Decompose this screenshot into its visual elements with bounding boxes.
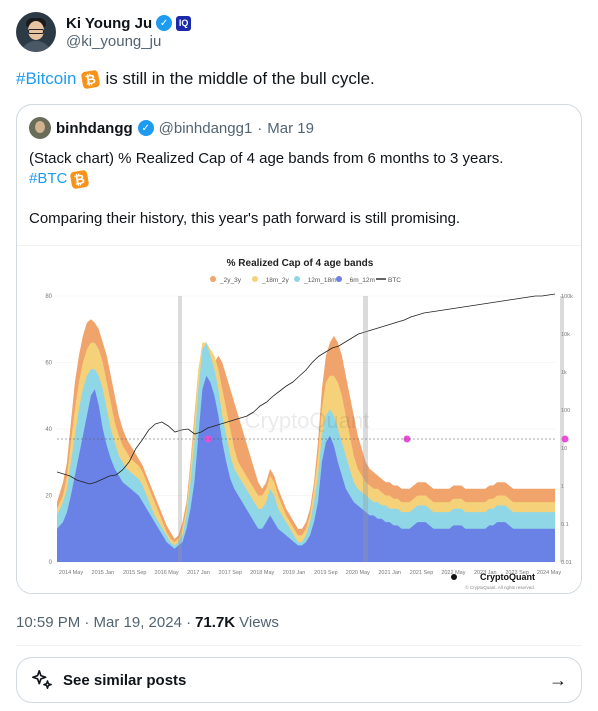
legend-swatch bbox=[294, 276, 300, 282]
x-tick-label: 2015 Jan bbox=[92, 570, 115, 576]
y2-tick-label: 10k bbox=[561, 332, 570, 338]
x-tick-label: 2023 Sep bbox=[505, 570, 529, 576]
realized-cap-chart: % Realized Cap of 4 age bands _2y_3y _18m_… bbox=[45, 258, 573, 590]
x-tick-label: 2018 May bbox=[250, 570, 274, 576]
bitcoin-emoji-icon: ₿ bbox=[69, 169, 90, 189]
see-similar-label: See similar posts bbox=[63, 671, 187, 689]
quoted-line-3: Comparing their history, this year's pat… bbox=[29, 210, 461, 227]
y-tick-label: 40 bbox=[45, 427, 52, 433]
quoted-author-avatar[interactable] bbox=[29, 117, 51, 139]
btc-hashtag-link[interactable]: #BTC bbox=[29, 170, 68, 187]
tweet-text: #Bitcoin ₿ is still in the middle of the… bbox=[16, 68, 375, 90]
legend-label: _2y_3y bbox=[219, 277, 242, 284]
y2-tick-label: 1k bbox=[561, 370, 567, 376]
x-tick-label: 2021 Jan bbox=[378, 570, 401, 576]
copyright: © CryptoQuant. All rights reserved. bbox=[465, 584, 535, 590]
view-count: 71.7K bbox=[195, 614, 236, 631]
x-tick-label: 2019 Sep bbox=[314, 570, 338, 576]
separator-dot: · bbox=[257, 119, 263, 137]
marker-dot bbox=[561, 435, 569, 443]
arrow-right-icon: → bbox=[549, 669, 567, 690]
tweet-body: is still in the middle of the bull cycle… bbox=[105, 69, 375, 88]
quoted-line-1: (Stack chart) % Realized Cap of 4 age ba… bbox=[29, 150, 504, 167]
legend-swatch bbox=[252, 276, 258, 282]
marker-dot bbox=[403, 435, 411, 443]
sparkle-icon bbox=[31, 669, 53, 691]
highlight-band bbox=[178, 296, 182, 562]
legend-label: BTC bbox=[388, 277, 401, 284]
legend-swatch bbox=[210, 276, 216, 282]
y2-tick-label: 1 bbox=[561, 484, 564, 490]
tweet-author[interactable]: Ki Young Ju ✓ IQ @ki_young_ju bbox=[16, 10, 192, 54]
x-tick-label: 2021 Sep bbox=[410, 570, 434, 576]
author-name[interactable]: Ki Young Ju bbox=[66, 14, 153, 32]
x-tick-label: 2024 May bbox=[537, 570, 561, 576]
author-avatar[interactable] bbox=[16, 12, 56, 52]
x-tick-label: 2014 May bbox=[59, 570, 83, 576]
divider bbox=[16, 645, 582, 646]
legend-swatch bbox=[336, 276, 342, 282]
timestamp[interactable]: 10:59 PM · Mar 19, 2024 · bbox=[16, 614, 192, 631]
quoted-text: (Stack chart) % Realized Cap of 4 age ba… bbox=[29, 149, 569, 229]
legend-label: _12m_18m bbox=[303, 277, 337, 284]
highlight-band bbox=[363, 296, 368, 562]
y-tick-label: 20 bbox=[45, 494, 52, 500]
y-tick-label: 0 bbox=[49, 560, 53, 566]
x-tick-label: 2020 May bbox=[346, 570, 370, 576]
quoted-tweet-card[interactable]: binhdangg ✓ @binhdangg1 · Mar 19 (Stack … bbox=[16, 104, 582, 594]
quoted-author-handle[interactable]: @binhdangg1 bbox=[158, 119, 253, 137]
marker-dot bbox=[204, 435, 212, 443]
y2-tick-label: 0.01 bbox=[561, 560, 572, 566]
legend-label: _6m_12m bbox=[345, 277, 375, 284]
x-tick-label: 2015 Sep bbox=[123, 570, 147, 576]
legend-label: _18m_2y bbox=[261, 277, 289, 284]
quoted-author-name[interactable]: binhdangg bbox=[56, 119, 133, 137]
y2-tick-label: 100 bbox=[561, 408, 570, 414]
brand-logo-icon bbox=[451, 574, 457, 580]
verified-icon: ✓ bbox=[137, 120, 154, 136]
btc-price-line bbox=[56, 293, 556, 485]
verified-icon: ✓ bbox=[156, 15, 173, 31]
x-tick-label: 2017 Sep bbox=[219, 570, 243, 576]
chart-title: % Realized Cap of 4 age bands bbox=[227, 258, 374, 269]
area-series-18m_2y bbox=[57, 342, 555, 562]
tweet-meta: 10:59 PM · Mar 19, 2024 · 71.7K Views bbox=[16, 614, 279, 631]
x-tick-label: 2022 May bbox=[441, 570, 465, 576]
y2-tick-label: 0.1 bbox=[561, 522, 569, 528]
x-tick-label: 2017 Jan bbox=[187, 570, 210, 576]
author-handle[interactable]: @ki_young_ju bbox=[66, 32, 162, 50]
quoted-date[interactable]: Mar 19 bbox=[267, 119, 314, 137]
affiliate-badge-icon[interactable]: IQ bbox=[176, 15, 192, 31]
y-tick-label: 80 bbox=[45, 294, 52, 300]
y2-tick-label: 10 bbox=[561, 446, 567, 452]
hashtag-link[interactable]: #Bitcoin bbox=[16, 69, 77, 88]
y-tick-label: 60 bbox=[45, 361, 52, 367]
brand-label: CryptoQuant bbox=[480, 572, 535, 582]
chart-image[interactable]: % Realized Cap of 4 age bands _2y_3y _18m_… bbox=[17, 245, 581, 593]
see-similar-posts-button[interactable]: See similar posts → bbox=[16, 657, 582, 703]
bitcoin-emoji-icon: ₿ bbox=[81, 69, 101, 89]
watermark: CryptoQuant bbox=[245, 408, 370, 433]
views-label: Views bbox=[239, 614, 279, 631]
area-series-6m_12m bbox=[57, 375, 555, 562]
y2-tick-label: 100k bbox=[561, 294, 573, 300]
x-tick-label: 2016 May bbox=[155, 570, 179, 576]
x-tick-label: 2019 Jan bbox=[283, 570, 306, 576]
x-tick-label: 2023 Jan bbox=[474, 570, 497, 576]
highlight-band bbox=[560, 296, 564, 562]
